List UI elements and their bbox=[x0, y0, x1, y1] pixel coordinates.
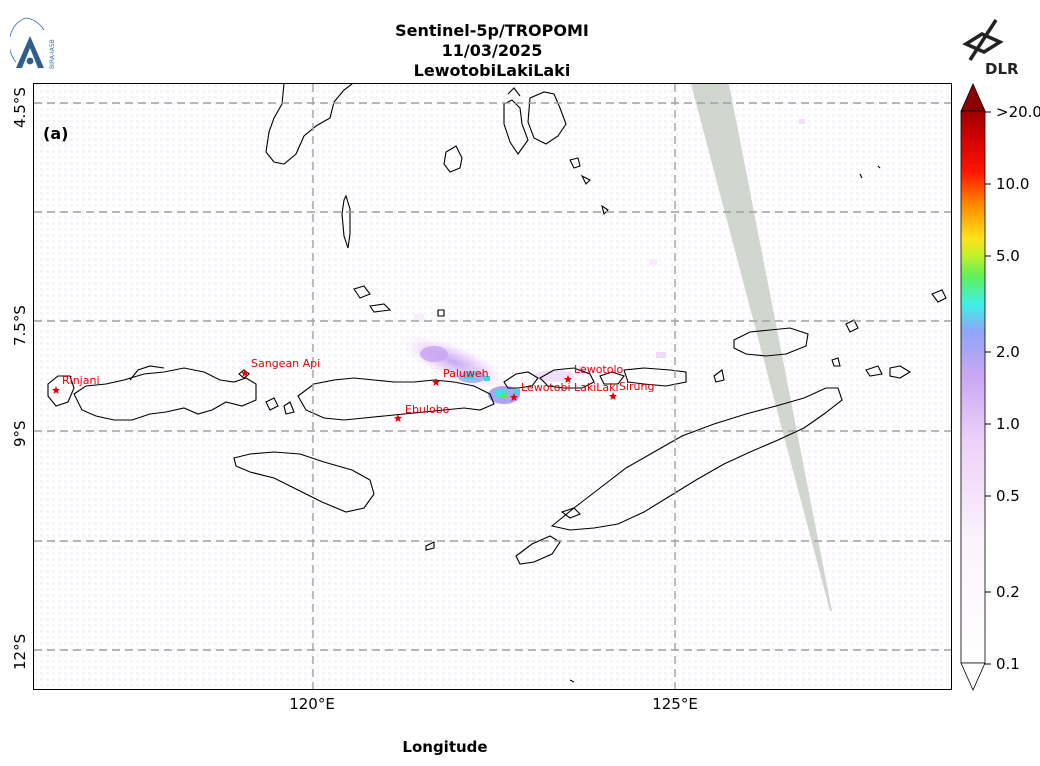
coastline-wetar bbox=[733, 327, 809, 357]
faint-so2-pixel bbox=[414, 314, 424, 322]
coastline-islet bbox=[569, 679, 575, 683]
colorbar-tick-label: >20.0 bbox=[996, 103, 1040, 121]
colorbar-tick-label: 0.1 bbox=[996, 655, 1020, 673]
coastline-pantar bbox=[599, 371, 625, 385]
coastline-islet bbox=[845, 319, 859, 333]
lon-tick-label: 120°E bbox=[289, 695, 335, 713]
coastline-wakatobi bbox=[507, 87, 521, 97]
faint-so2-pixel bbox=[649, 259, 657, 265]
coastline-islet bbox=[569, 157, 581, 169]
faint-so2-pixel bbox=[656, 352, 666, 358]
coastline-sulawesi bbox=[265, 84, 353, 165]
coastline-raijua bbox=[515, 535, 561, 565]
colorbar-extend-max bbox=[960, 83, 986, 112]
coastline-buton bbox=[503, 99, 529, 155]
map-canvas bbox=[34, 84, 951, 689]
so2-plume-peak bbox=[496, 390, 506, 398]
coastline-lombok bbox=[47, 375, 75, 407]
coastline-islet bbox=[859, 173, 863, 179]
faint-so2-pixel bbox=[579, 366, 589, 372]
volcano-marker-sangean-api bbox=[241, 369, 249, 377]
coastline-islet bbox=[865, 365, 883, 377]
coastline-islet bbox=[353, 285, 371, 299]
panel-label: (a) bbox=[43, 124, 69, 143]
faint-so2-pixel bbox=[799, 119, 805, 124]
coastline-adonara bbox=[503, 371, 539, 389]
coastline-islet bbox=[265, 397, 279, 411]
lat-tick-label: 9°S bbox=[11, 420, 29, 447]
so2-plume-high bbox=[484, 376, 490, 381]
colorbar-tick-label: 0.2 bbox=[996, 583, 1020, 601]
map-title-volcano: LewotobiLakiLaki bbox=[413, 61, 571, 80]
colorbar-tick-label: 1.0 bbox=[996, 415, 1020, 433]
volcano-label-paluweh: Paluweh bbox=[443, 367, 489, 380]
so2-plume-high bbox=[514, 389, 520, 395]
bira-iasb-logo: BIRA-IASB bbox=[8, 14, 58, 72]
colorbar-tick-label: 10.0 bbox=[996, 175, 1030, 193]
volcano-label-sirung: Sirung bbox=[619, 380, 655, 393]
coastline-islet bbox=[877, 165, 881, 169]
coastline-sumba bbox=[233, 451, 375, 513]
volcano-label-rinjani: Rinjani bbox=[62, 374, 100, 387]
bira-iasb-logo-text: BIRA-IASB bbox=[49, 39, 56, 69]
coastlines bbox=[47, 84, 947, 683]
coastline-sumbawa-north bbox=[129, 365, 165, 381]
volcano-label-ebulobo: Ebulobo bbox=[405, 403, 450, 416]
coastline-islet bbox=[831, 357, 841, 367]
volcano-marker-lewotolo bbox=[564, 375, 572, 383]
so2-plume-peak bbox=[502, 393, 507, 398]
coastline-islet bbox=[437, 309, 445, 317]
coastline-islet bbox=[713, 369, 725, 383]
coastline-islet bbox=[283, 401, 295, 415]
coastline-islet bbox=[369, 303, 392, 313]
x-axis-label: Longitude bbox=[402, 738, 488, 756]
volcano-marker-lewotobi bbox=[510, 393, 518, 401]
coastline-rote bbox=[560, 507, 581, 519]
so2-plume bbox=[420, 346, 448, 362]
volcano-marker-paluweh bbox=[432, 378, 440, 386]
coastline-kabaena bbox=[443, 145, 463, 173]
so2-plume-high bbox=[464, 374, 474, 379]
volcano-markers bbox=[52, 369, 617, 422]
volcano-marker-sirung bbox=[609, 392, 617, 400]
colorbar-tick-label: 5.0 bbox=[996, 247, 1020, 265]
coastline-islet bbox=[580, 174, 591, 185]
so2-plume bbox=[534, 370, 574, 382]
volcano-marker-rinjani bbox=[52, 386, 60, 394]
colorbar-extend-min bbox=[960, 662, 986, 691]
map-title-date: 11/03/2025 bbox=[441, 41, 543, 60]
lat-tick-label: 7.5°S bbox=[11, 305, 29, 346]
lon-tick-label: 125°E bbox=[652, 695, 698, 713]
volcano-label-lewotolo: Lewotolo bbox=[574, 363, 624, 376]
coastline-flores bbox=[297, 377, 495, 421]
colorbar bbox=[958, 82, 992, 694]
graticule bbox=[34, 84, 951, 689]
dlr-logo-text: DLR bbox=[985, 60, 1019, 78]
coastline-selayar bbox=[341, 194, 351, 249]
coastline-satonda bbox=[238, 369, 250, 379]
missing-data-swath bbox=[691, 84, 832, 611]
map-title-line-1: Sentinel-5p/TROPOMI bbox=[395, 21, 589, 40]
colorbar-ticks bbox=[985, 111, 991, 665]
volcano-marker-ebulobo bbox=[394, 414, 402, 422]
dlr-logo-icon bbox=[948, 16, 1018, 62]
coastline-lembata bbox=[539, 367, 595, 389]
coastline-alor bbox=[623, 367, 687, 387]
coastline-timor bbox=[550, 387, 843, 531]
coastline-islet bbox=[931, 289, 947, 303]
volcano-label-sangean-api: Sangean Api bbox=[251, 357, 321, 370]
coastline-muna bbox=[527, 91, 567, 145]
volcano-label-lewotobi: Lewotobi LakiLaki bbox=[521, 381, 619, 394]
colorbar-tick-label: 0.5 bbox=[996, 487, 1020, 505]
coastline-sumbawa bbox=[73, 367, 257, 421]
coastline-sawu bbox=[425, 541, 435, 551]
lat-tick-label: 4.5°S bbox=[11, 87, 29, 128]
map-panel: (a) Rinjani Sangean Api Paluweh Ebulobo … bbox=[33, 83, 952, 690]
lat-tick-label: 12°S bbox=[11, 633, 29, 670]
colorbar-tick-label: 2.0 bbox=[996, 343, 1020, 361]
coastline-islet bbox=[889, 365, 912, 379]
colorbar-gradient bbox=[960, 110, 986, 664]
